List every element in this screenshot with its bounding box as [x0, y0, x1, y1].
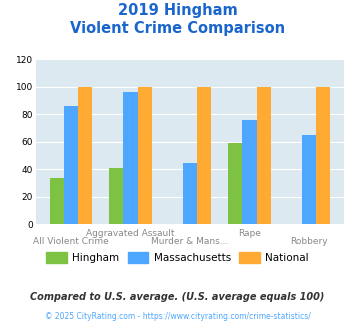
Bar — [242, 120, 257, 224]
Text: Murder & Mans...: Murder & Mans... — [151, 237, 229, 246]
Bar — [123, 92, 138, 224]
Text: © 2025 CityRating.com - https://www.cityrating.com/crime-statistics/: © 2025 CityRating.com - https://www.city… — [45, 312, 310, 321]
Bar — [78, 87, 92, 224]
Text: Rape: Rape — [238, 229, 261, 238]
Text: 2019 Hingham: 2019 Hingham — [118, 3, 237, 18]
Bar — [109, 168, 123, 224]
Bar — [64, 106, 78, 224]
Bar — [138, 87, 152, 224]
Text: All Violent Crime: All Violent Crime — [33, 237, 109, 246]
Text: Aggravated Assault: Aggravated Assault — [86, 229, 175, 238]
Text: Robbery: Robbery — [290, 237, 328, 246]
Bar — [257, 87, 271, 224]
Text: Compared to U.S. average. (U.S. average equals 100): Compared to U.S. average. (U.S. average … — [30, 292, 325, 302]
Bar — [228, 143, 242, 224]
Bar — [183, 162, 197, 224]
Bar — [197, 87, 211, 224]
Bar — [302, 135, 316, 224]
Bar — [316, 87, 330, 224]
Bar — [50, 178, 64, 224]
Legend: Hingham, Massachusetts, National: Hingham, Massachusetts, National — [42, 248, 313, 267]
Text: Violent Crime Comparison: Violent Crime Comparison — [70, 21, 285, 36]
